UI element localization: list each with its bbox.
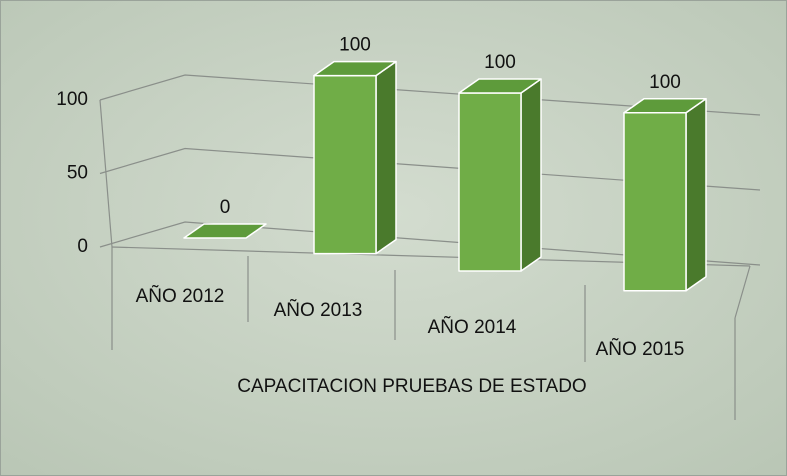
x-tick-label: AÑO 2013 [274,299,363,321]
data-label: 100 [484,52,516,73]
x-axis-title: CAPACITACION PRUEBAS DE ESTADO [237,376,586,397]
y-tick-label: 100 [56,89,88,110]
bar-top [623,98,707,114]
grid-line [99,221,761,266]
data-label: 100 [649,72,681,93]
grid-line [99,147,761,191]
grid-line [99,74,761,116]
bar [623,98,707,292]
bar [183,223,267,239]
bar-front [313,74,377,255]
bar-side [685,98,707,292]
category-dividers [111,247,751,420]
y-tick-label: 50 [67,163,88,184]
bar-top [183,223,267,239]
bar-top [458,78,542,94]
x-tick-label: AÑO 2015 [596,338,685,360]
data-label: 100 [339,35,371,56]
y-tick-label: 0 [77,236,88,257]
axis-line [99,99,113,248]
bar-side [375,60,397,255]
bar-front [623,112,687,292]
bar [313,60,397,255]
x-tick-label: AÑO 2012 [136,285,225,307]
data-label: 0 [220,197,231,218]
bar-front [458,92,522,272]
x-tick-label: AÑO 2014 [428,316,517,338]
bar-side [520,78,542,272]
bar [458,78,542,272]
bar-top [313,60,397,77]
